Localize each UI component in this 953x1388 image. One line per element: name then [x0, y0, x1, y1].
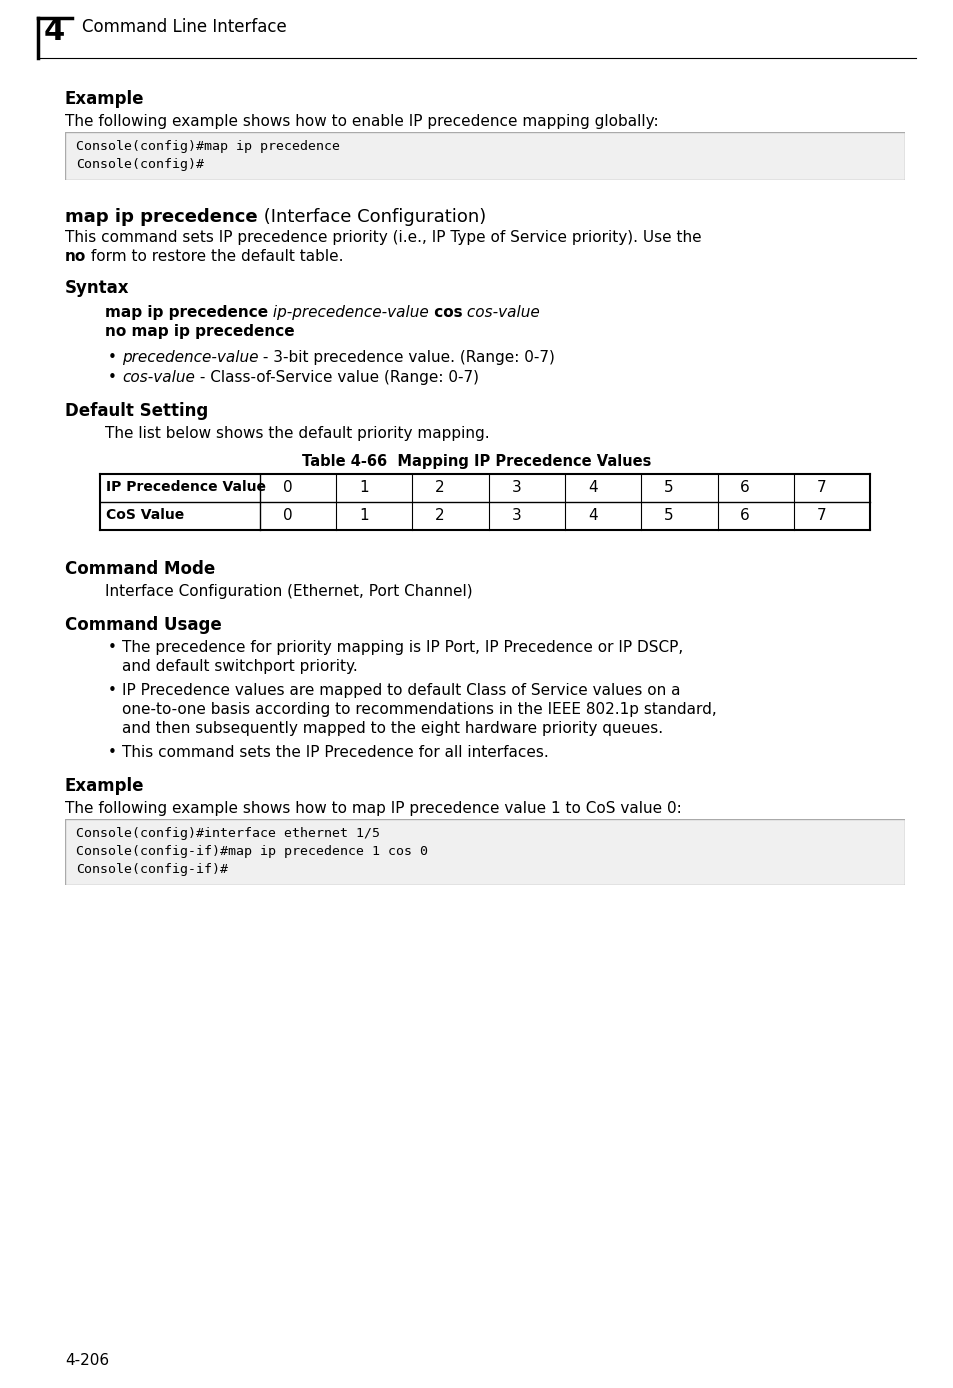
Text: 0: 0	[283, 508, 293, 523]
Text: Syntax: Syntax	[65, 279, 130, 297]
Text: (Interface Configuration): (Interface Configuration)	[257, 208, 485, 226]
Text: Console(config)#: Console(config)#	[76, 158, 204, 171]
Text: CoS Value: CoS Value	[106, 508, 184, 522]
Text: 2: 2	[435, 480, 444, 496]
Text: precedence-value: precedence-value	[122, 350, 258, 365]
Text: 4-206: 4-206	[65, 1353, 109, 1369]
Text: Console(config-if)#: Console(config-if)#	[76, 863, 228, 876]
Text: 5: 5	[663, 480, 673, 496]
Text: 2: 2	[435, 508, 444, 523]
Text: Command Line Interface: Command Line Interface	[82, 18, 287, 36]
Text: IP Precedence Value: IP Precedence Value	[106, 480, 266, 494]
Text: no map ip precedence: no map ip precedence	[105, 323, 294, 339]
Text: 4: 4	[587, 480, 597, 496]
Text: 3: 3	[511, 508, 521, 523]
Text: 4: 4	[587, 508, 597, 523]
Text: 1: 1	[358, 508, 369, 523]
Text: and default switchport priority.: and default switchport priority.	[122, 659, 357, 675]
Text: map ip precedence: map ip precedence	[105, 305, 268, 321]
Text: The list below shows the default priority mapping.: The list below shows the default priorit…	[105, 426, 489, 441]
Text: •: •	[108, 683, 117, 698]
Text: •: •	[108, 640, 117, 655]
Text: ip-precedence-value: ip-precedence-value	[268, 305, 429, 321]
Text: map ip precedence: map ip precedence	[65, 208, 257, 226]
Text: no: no	[65, 248, 86, 264]
Text: 5: 5	[663, 508, 673, 523]
Text: •: •	[108, 745, 117, 761]
Text: 7: 7	[816, 480, 825, 496]
Text: cos-value: cos-value	[122, 371, 194, 384]
Text: This command sets the IP Precedence for all interfaces.: This command sets the IP Precedence for …	[122, 745, 548, 761]
Text: one-to-one basis according to recommendations in the IEEE 802.1p standard,: one-to-one basis according to recommenda…	[122, 702, 716, 718]
Text: The following example shows how to map IP precedence value 1 to CoS value 0:: The following example shows how to map I…	[65, 801, 681, 816]
Text: form to restore the default table.: form to restore the default table.	[86, 248, 343, 264]
Text: The following example shows how to enable IP precedence mapping globally:: The following example shows how to enabl…	[65, 114, 658, 129]
Text: Console(config)#interface ethernet 1/5: Console(config)#interface ethernet 1/5	[76, 827, 379, 840]
Text: and then subsequently mapped to the eight hardware priority queues.: and then subsequently mapped to the eigh…	[122, 720, 662, 736]
Text: 4: 4	[43, 17, 65, 46]
Text: Default Setting: Default Setting	[65, 403, 208, 421]
Text: •: •	[108, 371, 117, 384]
Text: 0: 0	[283, 480, 293, 496]
Text: 6: 6	[740, 480, 749, 496]
Text: Console(config)#map ip precedence: Console(config)#map ip precedence	[76, 140, 339, 153]
Text: cos-value: cos-value	[462, 305, 539, 321]
Text: Console(config-if)#map ip precedence 1 cos 0: Console(config-if)#map ip precedence 1 c…	[76, 845, 428, 858]
Text: Example: Example	[65, 90, 144, 108]
Text: 6: 6	[740, 508, 749, 523]
Text: cos: cos	[429, 305, 462, 321]
Text: Example: Example	[65, 777, 144, 795]
Text: •: •	[108, 350, 117, 365]
Text: The precedence for priority mapping is IP Port, IP Precedence or IP DSCP,: The precedence for priority mapping is I…	[122, 640, 682, 655]
Text: This command sets IP precedence priority (i.e., IP Type of Service priority). Us: This command sets IP precedence priority…	[65, 230, 700, 246]
Text: Command Mode: Command Mode	[65, 559, 215, 577]
Text: Interface Configuration (Ethernet, Port Channel): Interface Configuration (Ethernet, Port …	[105, 584, 472, 600]
Text: 1: 1	[358, 480, 369, 496]
Text: 7: 7	[816, 508, 825, 523]
Text: 3: 3	[511, 480, 521, 496]
Text: IP Precedence values are mapped to default Class of Service values on a: IP Precedence values are mapped to defau…	[122, 683, 679, 698]
Text: - Class-of-Service value (Range: 0-7): - Class-of-Service value (Range: 0-7)	[194, 371, 478, 384]
Text: - 3-bit precedence value. (Range: 0-7): - 3-bit precedence value. (Range: 0-7)	[258, 350, 555, 365]
Text: Command Usage: Command Usage	[65, 616, 221, 634]
Text: Table 4-66  Mapping IP Precedence Values: Table 4-66 Mapping IP Precedence Values	[302, 454, 651, 469]
